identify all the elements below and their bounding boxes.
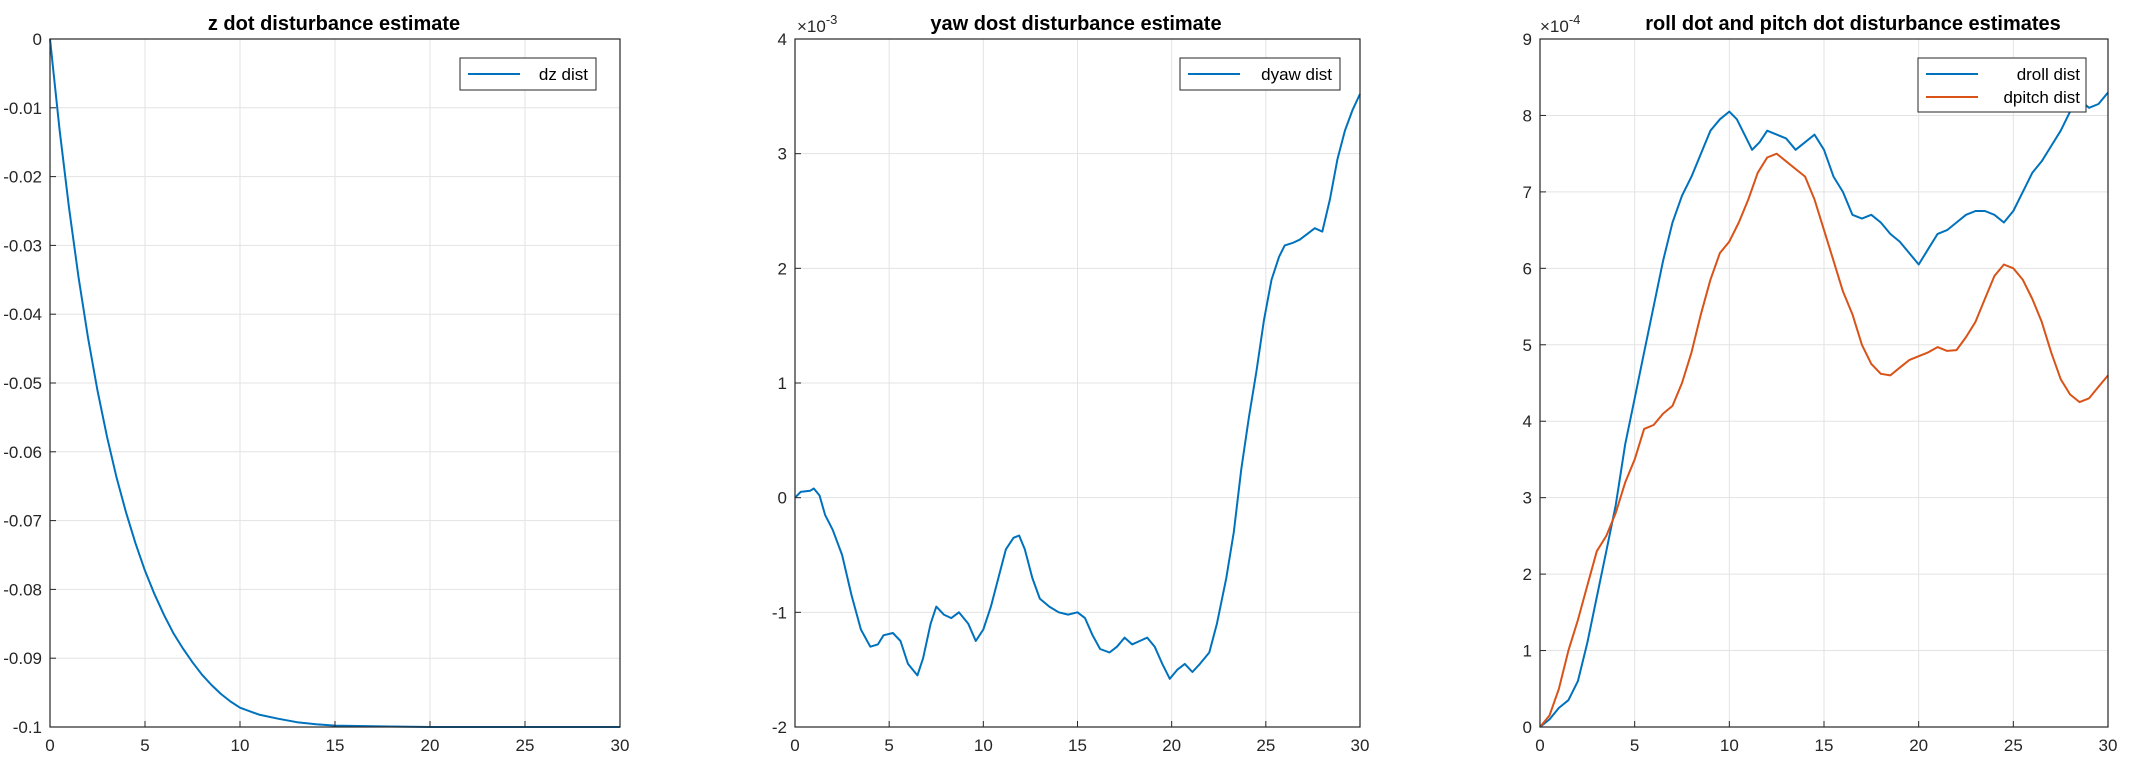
x-tick-label: 5 bbox=[1630, 736, 1639, 755]
x-tick-label: 10 bbox=[231, 736, 250, 755]
x-axis-ticks: 0 5 10 15 20 25 30 bbox=[790, 721, 1369, 755]
chart-panel-3: roll dot and pitch dot disturbance estim… bbox=[1523, 12, 2118, 755]
x-tick-label: 10 bbox=[974, 736, 993, 755]
y-tick-label: 3 bbox=[778, 145, 787, 164]
y-tick-label: -0.01 bbox=[3, 99, 42, 118]
y-tick-label: -0.08 bbox=[3, 580, 42, 599]
x-tick-label: 25 bbox=[1256, 736, 1275, 755]
y-tick-label: 0 bbox=[778, 489, 787, 508]
y-tick-label: 0 bbox=[1523, 718, 1532, 737]
series-line-dpitch-dist bbox=[1539, 152, 2109, 728]
chart-panel-1: z dot disturbance estimate 0 5 10 15 20 25 30 … bbox=[3, 13, 629, 755]
chart-title: z dot disturbance estimate bbox=[208, 13, 460, 35]
y-tick-label: 0 bbox=[33, 30, 42, 49]
grid bbox=[1539, 38, 2109, 728]
x-tick-label: 15 bbox=[1068, 736, 1087, 755]
y-tick-label: -0.07 bbox=[3, 512, 42, 531]
x-tick-label: 0 bbox=[45, 736, 54, 755]
chart-title: roll dot and pitch dot disturbance estim… bbox=[1645, 13, 2061, 35]
legend-label-dpitch-dist: dpitch dist bbox=[2003, 88, 2080, 107]
legend: dyaw dist bbox=[1179, 57, 1341, 91]
exponent-power: -4 bbox=[1569, 12, 1581, 27]
y-axis-ticks: 0 1 2 3 4 5 6 7 8 9 bbox=[1523, 30, 1546, 737]
chart-panel-2: yaw dost disturbance estimate 0 5 10 15 20 25… bbox=[772, 12, 1370, 755]
x-tick-label: 20 bbox=[421, 736, 440, 755]
y-tick-label: -0.04 bbox=[3, 305, 42, 324]
x-tick-label: 30 bbox=[1351, 736, 1370, 755]
y-tick-label: 4 bbox=[778, 30, 787, 49]
y-tick-label: -0.09 bbox=[3, 649, 42, 668]
x-tick-label: 25 bbox=[2004, 736, 2023, 755]
y-tick-label: -0.03 bbox=[3, 236, 42, 255]
x-tick-label: 5 bbox=[140, 736, 149, 755]
y-axis-ticks: 0 -0.01 -0.02 -0.03 -0.04 -0.05 -0.06 -0.07 -0.0… bbox=[3, 30, 56, 737]
legend-box bbox=[1917, 57, 2087, 113]
x-tick-label: 15 bbox=[1815, 736, 1834, 755]
y-tick-label: 5 bbox=[1523, 336, 1532, 355]
y-tick-label: -1 bbox=[772, 603, 787, 622]
y-tick-label: 6 bbox=[1523, 259, 1532, 278]
y-tick-label: 1 bbox=[1523, 642, 1532, 661]
legend-label-dyaw-dist: dyaw dist bbox=[1261, 65, 1332, 84]
x-tick-label: 0 bbox=[790, 736, 799, 755]
y-axis-exponent: ×10-4 bbox=[1540, 12, 1580, 36]
y-tick-label: -2 bbox=[772, 718, 787, 737]
legend-label-dz-dist: dz dist bbox=[539, 65, 588, 84]
legend-label-droll-dist: droll dist bbox=[2017, 65, 2081, 84]
y-tick-label: 2 bbox=[1523, 565, 1532, 584]
exponent-power: -3 bbox=[826, 12, 838, 27]
x-tick-label: 25 bbox=[516, 736, 535, 755]
series-layer bbox=[49, 38, 620, 728]
x-tick-label: 10 bbox=[1720, 736, 1739, 755]
series-line-dz-dist bbox=[49, 38, 620, 728]
y-tick-label: -0.02 bbox=[3, 168, 42, 187]
y-tick-label: -0.06 bbox=[3, 443, 42, 462]
y-axis-ticks: -2 -1 0 1 2 3 4 bbox=[772, 30, 801, 737]
x-tick-label: 30 bbox=[2099, 736, 2118, 755]
y-tick-label: -0.05 bbox=[3, 374, 42, 393]
y-tick-label: 4 bbox=[1523, 412, 1532, 431]
y-tick-label: 3 bbox=[1523, 489, 1532, 508]
y-tick-label: 8 bbox=[1523, 106, 1532, 125]
y-tick-label: 2 bbox=[778, 259, 787, 278]
x-tick-label: 15 bbox=[326, 736, 345, 755]
series-layer bbox=[1539, 91, 2109, 728]
y-axis-exponent: ×10-3 bbox=[797, 12, 837, 36]
y-tick-label: 7 bbox=[1523, 183, 1532, 202]
y-tick-label: 9 bbox=[1523, 30, 1532, 49]
legend: droll dist dpitch dist bbox=[1917, 57, 2087, 113]
x-tick-label: 5 bbox=[884, 736, 893, 755]
y-tick-label: -0.1 bbox=[13, 718, 42, 737]
series-line-droll-dist bbox=[1539, 91, 2109, 728]
x-tick-label: 0 bbox=[1535, 736, 1544, 755]
legend: dz dist bbox=[459, 57, 597, 91]
exponent-base: ×10 bbox=[1540, 17, 1569, 36]
x-axis-ticks: 0 5 10 15 20 25 30 bbox=[45, 721, 629, 755]
series-layer bbox=[794, 93, 1361, 680]
x-axis-ticks: 0 5 10 15 20 25 30 bbox=[1535, 721, 2117, 755]
series-line-dyaw-dist bbox=[794, 93, 1361, 680]
chart-title: yaw dost disturbance estimate bbox=[930, 13, 1221, 35]
x-tick-label: 20 bbox=[1162, 736, 1181, 755]
exponent-base: ×10 bbox=[797, 17, 826, 36]
x-tick-label: 30 bbox=[611, 736, 630, 755]
x-tick-label: 20 bbox=[1909, 736, 1928, 755]
y-tick-label: 1 bbox=[778, 374, 787, 393]
